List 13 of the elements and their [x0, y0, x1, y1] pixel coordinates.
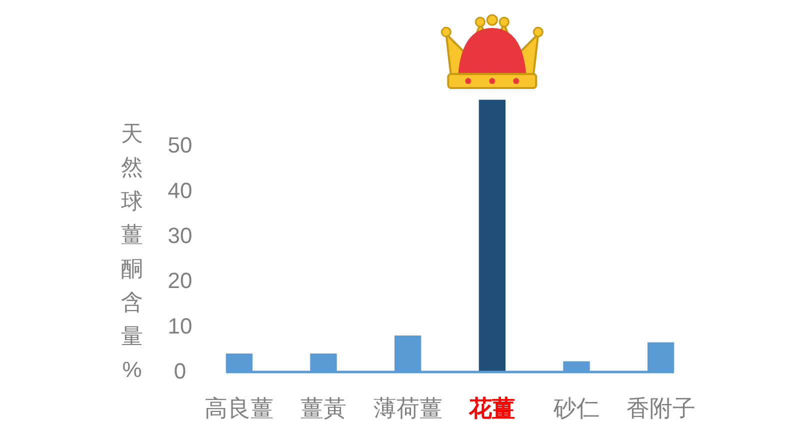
- y-axis-title: 天然球薑酮含量%: [121, 120, 143, 382]
- x-tick-label: 高良薑: [204, 395, 274, 421]
- y-tick-label: 0: [174, 358, 186, 384]
- y-tick-label: 40: [168, 178, 192, 203]
- y-tick-label: 20: [168, 268, 192, 294]
- x-tick-label: 花薑: [468, 395, 516, 421]
- x-tick-label: 砂仁: [552, 395, 600, 421]
- y-tick-label: 30: [168, 223, 192, 248]
- y-tick-label: 10: [168, 313, 192, 338]
- x-tick-label: 香附子: [626, 395, 696, 421]
- y-tick-label: 50: [168, 132, 192, 158]
- x-tick-label: 薑黃: [300, 395, 346, 421]
- x-tick-label: 薄荷薑: [373, 395, 442, 421]
